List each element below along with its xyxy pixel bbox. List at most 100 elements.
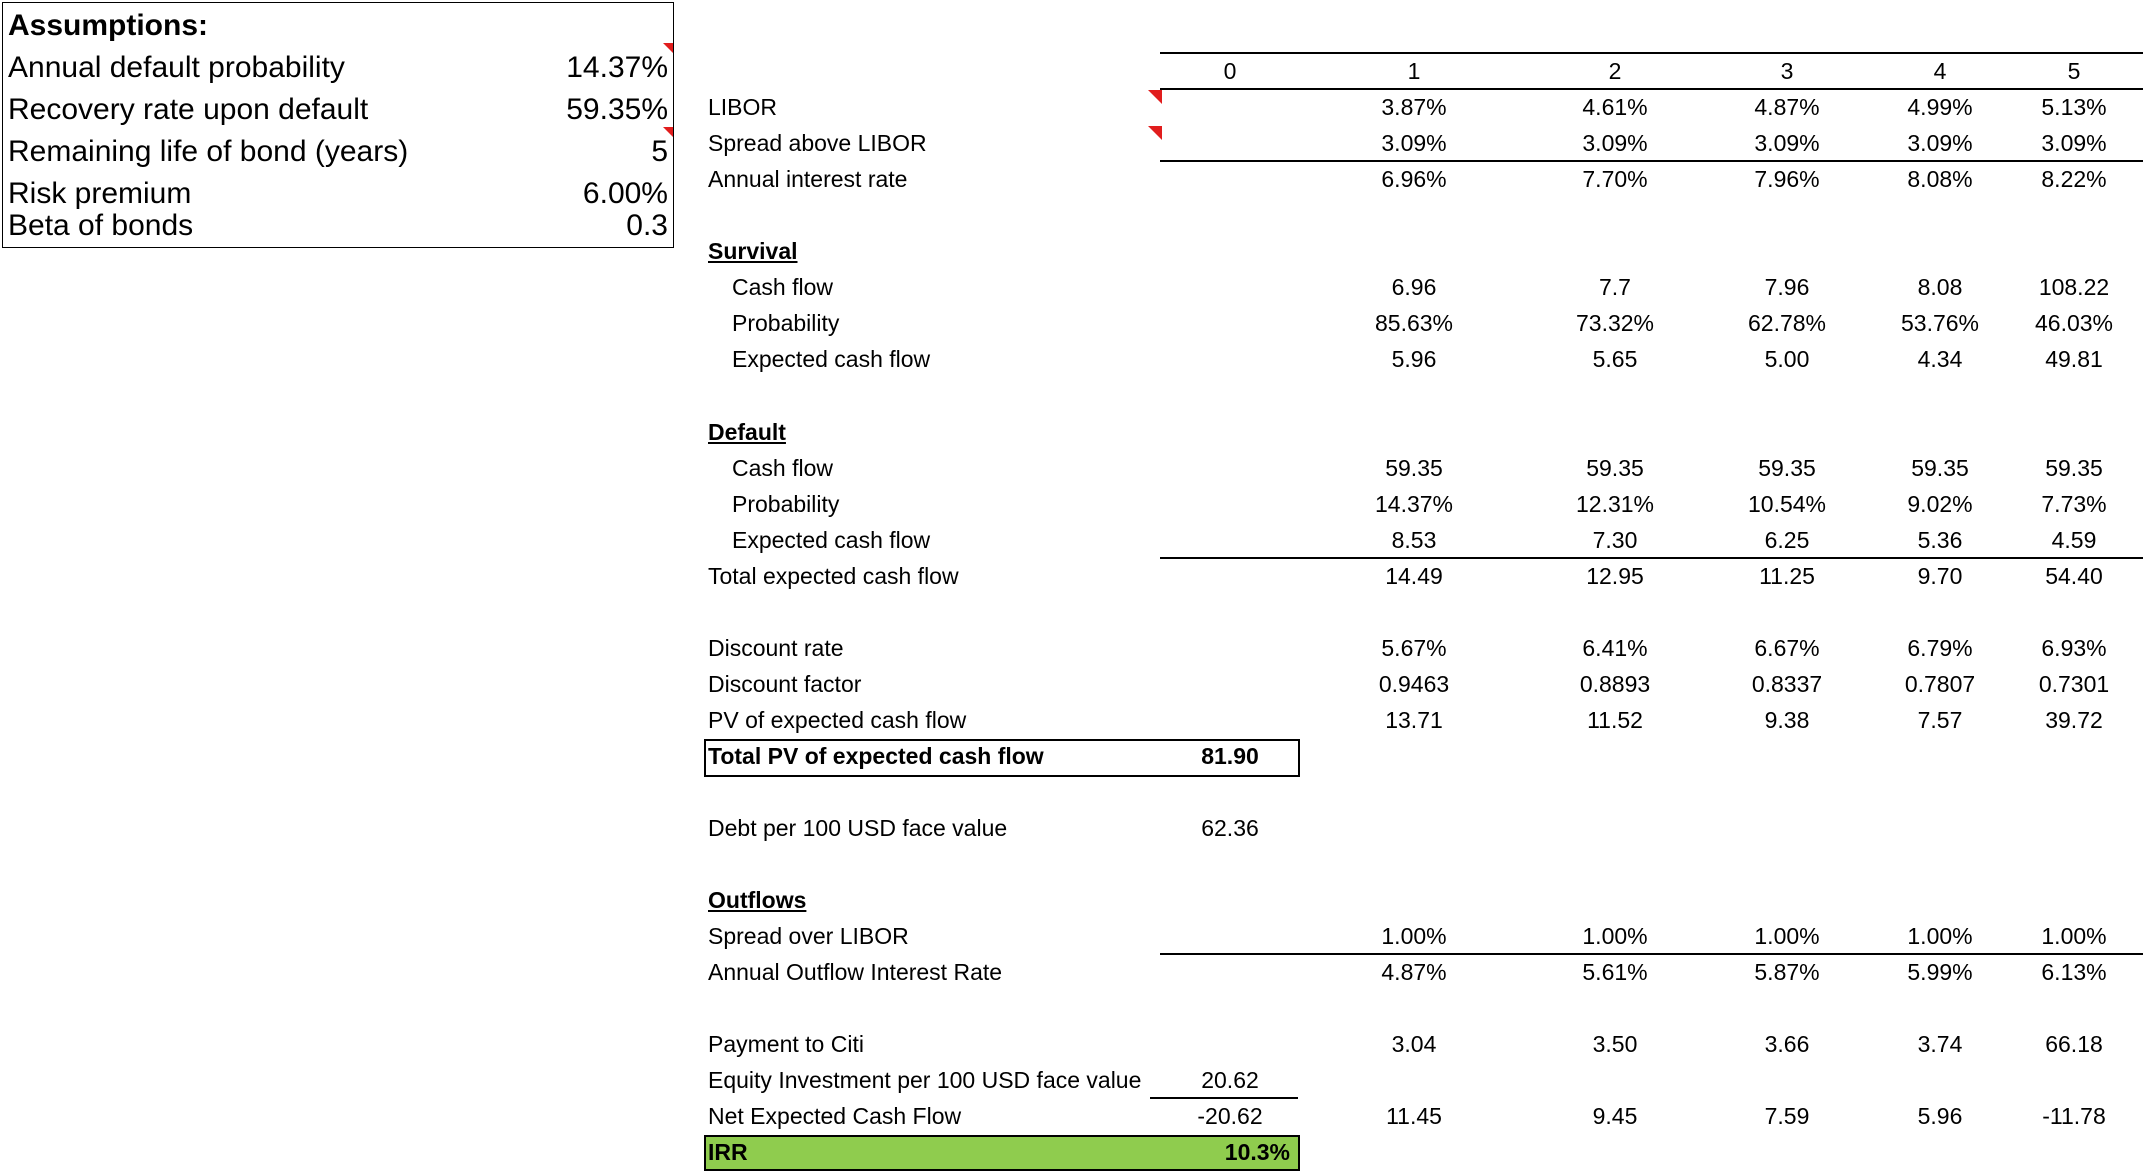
assumption-value[interactable]: 6.00% [582,177,668,210]
cell-disc-rate[interactable]: 6.93% [2041,635,2107,661]
cell-spread[interactable]: 3.09% [1582,130,1648,156]
cell-def-ecf[interactable]: 7.30 [1592,527,1638,553]
cell-spread-over[interactable]: 1.00% [1754,923,1820,949]
cell-disc-rate[interactable]: 6.41% [1582,635,1648,661]
assumption-row[interactable]: Recovery rate upon default 59.35% [3,89,673,131]
assumption-row[interactable]: Beta of bonds 0.3 [3,205,673,247]
cell-debt[interactable]: 62.36 [1201,815,1259,841]
cell-equity[interactable]: 20.62 [1201,1067,1259,1093]
cell-surv-cf[interactable]: 7.96 [1764,274,1810,300]
cell-libor[interactable]: 4.87% [1754,94,1820,120]
assumption-value[interactable]: 59.35% [566,93,668,126]
cell-libor[interactable]: 4.99% [1907,94,1973,120]
cell-annual-rate[interactable]: 7.70% [1582,166,1648,192]
cell-outflow-rate[interactable]: 4.87% [1381,959,1447,985]
cell-disc-rate[interactable]: 6.79% [1907,635,1973,661]
cell-libor[interactable]: 5.13% [2041,94,2107,120]
cell-surv-ecf[interactable]: 4.34 [1917,346,1963,372]
cell-total-ecf[interactable]: 54.40 [2045,563,2103,589]
cell-net-ecf[interactable]: 5.96 [1917,1103,1963,1129]
cell-def-cf[interactable]: 59.35 [2045,455,2103,481]
cell-surv-cf[interactable]: 8.08 [1917,274,1963,300]
cell-libor[interactable]: 4.61% [1582,94,1648,120]
cell-def-cf[interactable]: 59.35 [1758,455,1816,481]
comment-flag-icon[interactable] [663,43,673,53]
cell-outflow-rate[interactable]: 5.87% [1754,959,1820,985]
cell-annual-rate[interactable]: 7.96% [1754,166,1820,192]
cell-spread-over[interactable]: 1.00% [1907,923,1973,949]
cell-disc-factor[interactable]: 0.9463 [1378,671,1450,697]
cell-pv-ecf[interactable]: 7.57 [1917,707,1963,733]
cell-total-pv[interactable]: 81.90 [1201,743,1259,769]
assumption-row[interactable]: Risk premium 6.00% [3,173,673,215]
cell-net-ecf[interactable]: 7.59 [1764,1103,1810,1129]
cell-def-ecf[interactable]: 5.36 [1917,527,1963,553]
cell-total-ecf[interactable]: 14.49 [1385,563,1443,589]
cell-surv-prob[interactable]: 53.76% [1900,310,1979,336]
cell-spread[interactable]: 3.09% [1907,130,1973,156]
cell-annual-rate[interactable]: 8.08% [1907,166,1973,192]
cell-total-ecf[interactable]: 9.70 [1917,563,1963,589]
cell-surv-prob[interactable]: 73.32% [1575,310,1654,336]
comment-flag-icon[interactable] [1148,126,1162,140]
cell-outflow-rate[interactable]: 5.61% [1582,959,1648,985]
cell-surv-prob[interactable]: 85.63% [1374,310,1453,336]
cell-pv-ecf[interactable]: 9.38 [1764,707,1810,733]
cell-annual-rate[interactable]: 6.96% [1381,166,1447,192]
cell-outflow-rate[interactable]: 6.13% [2041,959,2107,985]
cell-surv-ecf[interactable]: 5.65 [1592,346,1638,372]
cell-spread-over[interactable]: 1.00% [1582,923,1648,949]
cell-def-ecf[interactable]: 8.53 [1391,527,1437,553]
cell-def-prob[interactable]: 14.37% [1374,491,1453,517]
cell-surv-prob[interactable]: 62.78% [1747,310,1826,336]
comment-flag-icon[interactable] [663,127,673,137]
cell-libor[interactable]: 3.87% [1381,94,1447,120]
cell-disc-rate[interactable]: 5.67% [1381,635,1447,661]
cell-payment[interactable]: 3.74 [1917,1031,1963,1057]
cell-disc-rate[interactable]: 6.67% [1754,635,1820,661]
cell-spread[interactable]: 3.09% [1381,130,1447,156]
cell-spread-over[interactable]: 1.00% [1381,923,1447,949]
cell-payment[interactable]: 3.04 [1391,1031,1437,1057]
cell-def-ecf[interactable]: 4.59 [2051,527,2097,553]
cell-total-ecf[interactable]: 11.25 [1759,563,1815,589]
cell-def-cf[interactable]: 59.35 [1385,455,1443,481]
cell-surv-ecf[interactable]: 5.00 [1764,346,1810,372]
cell-total-ecf[interactable]: 12.95 [1586,563,1644,589]
comment-flag-icon[interactable] [1148,90,1162,104]
assumption-row[interactable]: Annual default probability 14.37% [3,47,673,89]
cell-disc-factor[interactable]: 0.8337 [1751,671,1823,697]
assumption-value[interactable]: 5 [651,135,668,168]
cell-surv-cf[interactable]: 6.96 [1391,274,1437,300]
cell-payment[interactable]: 66.18 [2045,1031,2103,1057]
assumption-value[interactable]: 0.3 [626,209,668,242]
cell-def-prob[interactable]: 10.54% [1747,491,1826,517]
cell-surv-cf[interactable]: 7.7 [1599,274,1631,300]
cell-payment[interactable]: 3.50 [1592,1031,1638,1057]
cell-surv-cf[interactable]: 108.22 [2038,274,2110,300]
cell-def-cf[interactable]: 59.35 [1911,455,1969,481]
cell-payment[interactable]: 3.66 [1764,1031,1810,1057]
cell-pv-ecf[interactable]: 13.71 [1385,707,1443,733]
cell-def-prob[interactable]: 7.73% [2041,491,2107,517]
cell-surv-prob[interactable]: 46.03% [2034,310,2113,336]
assumption-value[interactable]: 14.37% [566,51,668,84]
cell-net-ecf[interactable]: -11.78 [2042,1103,2106,1129]
cell-irr-value[interactable]: 10.3% [1224,1139,1290,1165]
cell-net-ecf[interactable]: 11.45 [1386,1103,1442,1129]
assumption-row[interactable]: Remaining life of bond (years) 5 [3,131,673,173]
cell-disc-factor[interactable]: 0.7301 [2038,671,2110,697]
cell-pv-ecf[interactable]: 39.72 [2045,707,2103,733]
cell-def-prob[interactable]: 9.02% [1907,491,1973,517]
cell-annual-rate[interactable]: 8.22% [2041,166,2107,192]
cell-outflow-rate[interactable]: 5.99% [1907,959,1973,985]
cell-surv-ecf[interactable]: 5.96 [1391,346,1437,372]
cell-def-ecf[interactable]: 6.25 [1764,527,1810,553]
cell-disc-factor[interactable]: 0.8893 [1579,671,1651,697]
cell-def-prob[interactable]: 12.31% [1575,491,1654,517]
cell-pv-ecf[interactable]: 11.52 [1587,707,1643,733]
cell-spread[interactable]: 3.09% [2041,130,2107,156]
cell-spread[interactable]: 3.09% [1754,130,1820,156]
cell-surv-ecf[interactable]: 49.81 [2045,346,2103,372]
cell-net-ecf[interactable]: -20.62 [1197,1103,1263,1129]
